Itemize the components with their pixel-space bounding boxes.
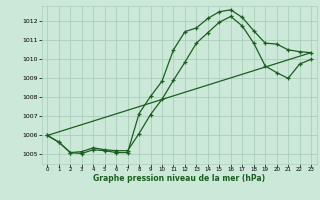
X-axis label: Graphe pression niveau de la mer (hPa): Graphe pression niveau de la mer (hPa): [93, 174, 265, 183]
